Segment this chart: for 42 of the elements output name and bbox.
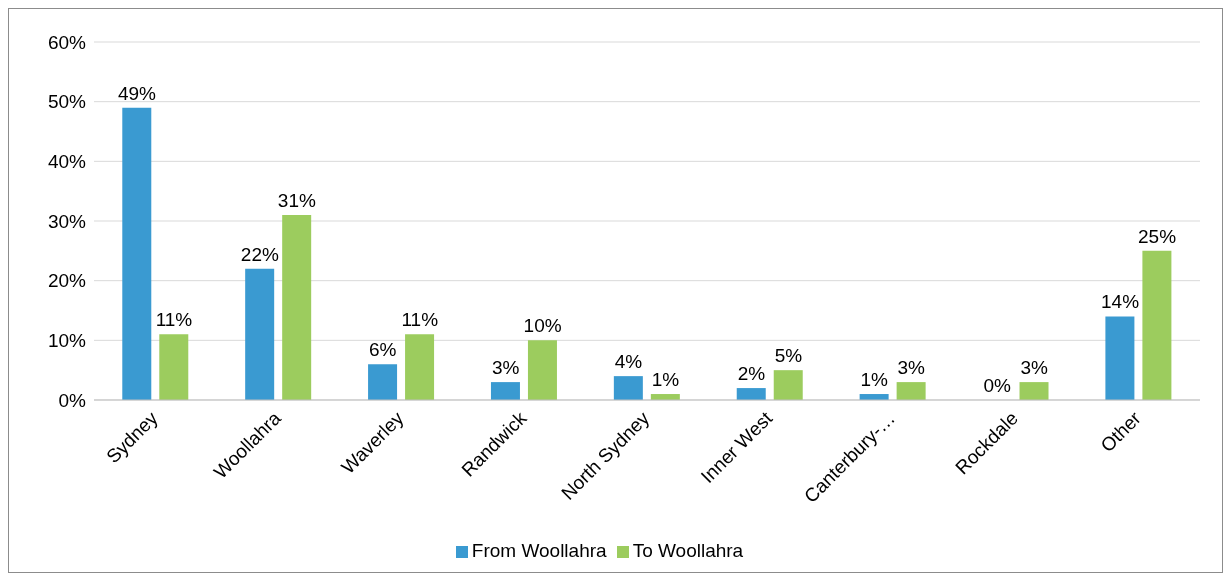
data-label: 22% [240,243,279,265]
y-tick-label: 10% [47,330,87,352]
bar [159,334,189,400]
bar [245,268,275,400]
bar [1142,250,1172,400]
y-tick-label: 50% [47,91,87,113]
data-label: 6% [368,339,397,361]
data-label: 3% [491,357,520,379]
data-label: 14% [1101,291,1140,313]
data-label: 49% [117,82,157,104]
data-label: 1% [860,369,889,391]
legend-label: To Woollahra [632,540,744,561]
data-label: 10% [523,315,562,337]
bar [282,215,312,400]
data-label: 11% [155,309,193,331]
data-label: 5% [774,345,803,367]
y-tick-label: 20% [47,270,87,292]
bar [613,376,643,400]
data-label: 0% [983,375,1011,396]
bar [122,107,152,400]
bar [490,382,520,400]
bar [773,370,803,400]
bar [736,388,766,400]
bar [1019,382,1049,400]
bar [405,334,435,400]
y-tick-label: 30% [47,210,87,232]
data-label: 31% [277,190,316,212]
bar [1105,316,1135,400]
data-label: 11% [401,309,439,331]
data-label: 4% [614,351,643,373]
legend-label: From Woollahra [471,540,607,561]
bar [896,382,926,400]
y-tick-label: 60% [47,31,87,53]
data-label: 3% [1020,357,1048,379]
y-tick-label: 40% [47,151,87,173]
data-label: 2% [737,363,766,385]
bar [368,364,398,400]
bar [527,340,557,400]
data-label: 1% [651,369,680,391]
y-tick-label: 0% [58,389,87,411]
data-label: 25% [1138,225,1177,247]
data-label: 3% [897,357,926,379]
